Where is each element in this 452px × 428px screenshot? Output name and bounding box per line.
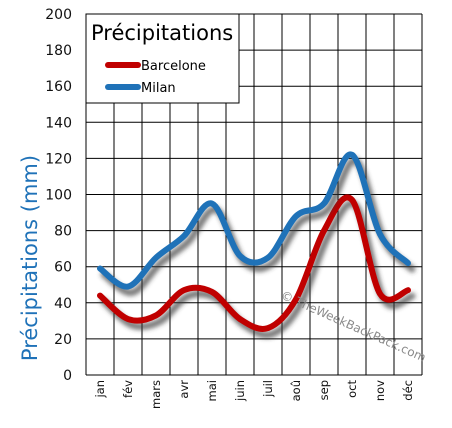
series-milan (97, 151, 416, 297)
y-axis-label: Précipitations (mm) (18, 155, 42, 361)
y-tick-label: 140 (45, 115, 72, 131)
y-tick-label: 100 (45, 188, 72, 204)
legend: Barcelone Milan (105, 59, 206, 96)
x-tick-label: jan (93, 380, 107, 399)
x-tick-label: juil (261, 380, 275, 398)
y-tick-label: 200 (45, 7, 72, 23)
y-tick-label: 160 (45, 79, 72, 95)
legend-label: Barcelone (141, 59, 206, 74)
y-tick-label: 20 (54, 332, 72, 348)
y-tick-label: 180 (45, 43, 72, 59)
x-tick-label: juin (233, 380, 247, 402)
y-tick-label: 40 (54, 296, 72, 312)
x-axis-ticks: jan fév mars avr mai juin juil aoû sep oct nov déc (93, 380, 415, 409)
series-lines (97, 151, 416, 339)
y-axis-ticks: 0 20 40 60 80 100 120 140 160 180 200 (45, 7, 72, 384)
chart-title: Précipitations (91, 21, 233, 45)
y-tick-label: 0 (63, 368, 72, 384)
series-line (97, 151, 411, 290)
y-tick-label: 60 (54, 260, 72, 276)
x-tick-label: aoû (289, 380, 303, 401)
legend-item-milan: Milan (105, 81, 176, 96)
x-tick-label: sep (317, 380, 331, 400)
x-tick-label: fév (121, 380, 135, 398)
y-tick-label: 80 (54, 224, 72, 240)
series-barcelone (97, 194, 416, 339)
x-tick-label: avr (177, 380, 191, 399)
legend-label: Milan (141, 81, 176, 96)
legend-item-barcelone: Barcelone (105, 59, 206, 74)
series-line (97, 194, 411, 332)
y-tick-label: 120 (45, 151, 72, 167)
x-tick-label: oct (345, 380, 359, 398)
x-tick-label: nov (373, 380, 387, 401)
x-tick-label: déc (401, 380, 415, 401)
legend-box: Précipitations Barcelone Milan (85, 13, 240, 104)
x-tick-label: mars (149, 380, 163, 409)
x-tick-label: mai (205, 380, 219, 401)
